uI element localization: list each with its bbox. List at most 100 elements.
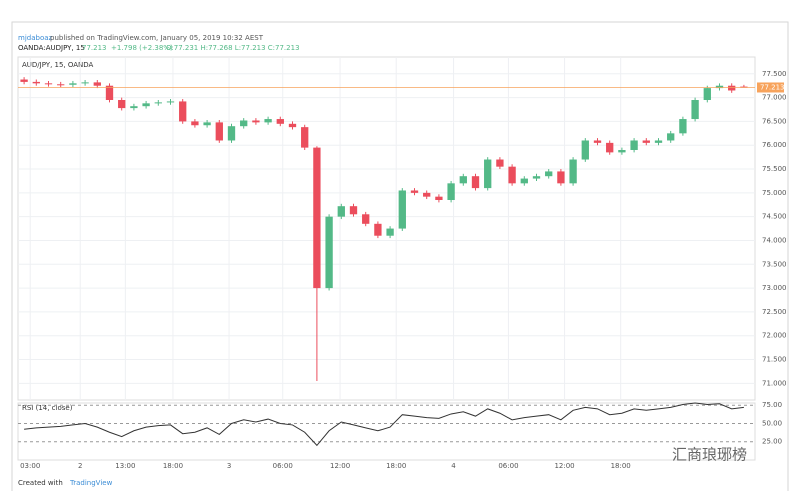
x-tick-label: 3 xyxy=(227,462,231,470)
candle-body xyxy=(313,147,321,289)
candle-body xyxy=(386,228,394,236)
y-tick-label: 76.000 xyxy=(762,141,787,149)
rsi-title: RSI (14, close) xyxy=(22,404,73,412)
candle-body xyxy=(57,84,65,86)
candle-body xyxy=(715,85,724,89)
x-tick-label: 12:00 xyxy=(554,462,574,470)
candle-body xyxy=(154,102,162,104)
candle-body xyxy=(703,88,711,100)
x-tick-label: 18:00 xyxy=(386,462,406,470)
price-tag-label: 77.213 xyxy=(760,83,785,91)
x-tick-label: 4 xyxy=(451,462,456,470)
y-tick-label: 72.000 xyxy=(762,332,787,340)
candle-body xyxy=(69,83,77,85)
candle-body xyxy=(618,150,626,153)
change: +1.798 (+2.38%) xyxy=(111,44,173,52)
candle-body xyxy=(667,133,675,141)
candle-body xyxy=(166,101,175,103)
footer-brand: TradingView xyxy=(69,479,113,487)
y-tick-label: 72.500 xyxy=(762,308,787,316)
candle-body xyxy=(227,126,236,141)
candle-body xyxy=(435,196,443,200)
candle-body xyxy=(459,176,467,184)
candle-body xyxy=(532,176,541,179)
candle-body xyxy=(569,159,577,184)
candle-body xyxy=(44,83,53,85)
pane-title: AUD/JPY, 15, OANDA xyxy=(22,61,94,69)
y-tick-label: 75.500 xyxy=(762,165,787,173)
price-tag xyxy=(757,82,784,93)
candle-body xyxy=(20,79,28,82)
candle-body xyxy=(593,140,602,143)
y-tick-label: 77.500 xyxy=(762,70,787,78)
candle-body xyxy=(276,119,284,124)
rsi-line xyxy=(24,402,744,447)
candle-body xyxy=(191,121,199,126)
candle-body xyxy=(130,106,138,109)
last-price: 77.213 xyxy=(82,44,107,52)
watermark: 汇商琅琊榜 xyxy=(672,446,747,464)
candle-body xyxy=(581,140,589,160)
y-tick-label: 71.000 xyxy=(762,379,787,387)
x-tick-label: 06:00 xyxy=(498,462,518,470)
candle-body xyxy=(337,206,345,217)
y-tick-label: 74.000 xyxy=(762,236,787,244)
candle-body xyxy=(423,192,431,197)
y-tick-label: 73.500 xyxy=(762,260,787,268)
symbol: OANDA:AUDJPY, 15 xyxy=(18,44,85,52)
x-tick-label: 03:00 xyxy=(20,462,40,470)
ohlc: O:77.231 H:77.268 L:77.213 C:77.213 xyxy=(166,44,300,52)
candle-body xyxy=(105,85,114,100)
price-pane xyxy=(17,56,756,401)
candle-body xyxy=(679,119,687,134)
candle-body xyxy=(447,183,455,200)
y-tick-label: 77.000 xyxy=(762,94,787,102)
candle-body xyxy=(215,122,223,141)
y-tick-label: 75.00 xyxy=(762,401,782,409)
candle-body xyxy=(545,171,553,177)
candle-body xyxy=(691,100,699,120)
candle-body xyxy=(325,216,333,289)
candle-body xyxy=(142,103,150,107)
x-tick-label: 18:00 xyxy=(163,462,183,470)
candle-body xyxy=(374,223,382,236)
candle-body xyxy=(203,122,211,126)
candle-body xyxy=(179,101,187,122)
candle-body xyxy=(118,100,126,109)
candle-body xyxy=(349,206,358,215)
publisher: mjdaboaz xyxy=(18,34,53,42)
candle-body xyxy=(362,214,370,224)
candle-body xyxy=(398,190,406,229)
candle-body xyxy=(484,159,492,189)
y-tick-label: 74.500 xyxy=(762,213,787,221)
y-tick-label: 73.000 xyxy=(762,284,787,292)
x-tick-label: 18:00 xyxy=(611,462,631,470)
x-tick-label: 13:00 xyxy=(115,462,135,470)
candle-body xyxy=(81,82,89,84)
x-tick-label: 12:00 xyxy=(330,462,350,470)
footer-created: Created with xyxy=(18,479,63,487)
candle-body xyxy=(654,140,663,143)
candle-body xyxy=(240,120,248,127)
candle-body xyxy=(288,123,297,128)
y-tick-label: 50.00 xyxy=(762,419,782,427)
candle-body xyxy=(32,81,40,84)
candle-body xyxy=(410,190,419,193)
candle-body xyxy=(301,127,309,148)
candle-body xyxy=(252,120,260,123)
candle-body xyxy=(642,140,650,143)
published: published on TradingView.com, January 05… xyxy=(50,34,264,42)
candle-body xyxy=(93,82,101,86)
y-tick-label: 76.500 xyxy=(762,117,787,125)
y-tick-label: 25.00 xyxy=(762,438,782,446)
candle-body xyxy=(606,142,614,153)
y-tick-label: 75.000 xyxy=(762,189,787,197)
candle-body xyxy=(557,171,565,184)
candle-body xyxy=(508,166,516,184)
candle-body xyxy=(471,176,480,189)
x-tick-label: 06:00 xyxy=(273,462,293,470)
rsi-pane xyxy=(17,402,756,461)
y-tick-label: 71.500 xyxy=(762,356,787,364)
